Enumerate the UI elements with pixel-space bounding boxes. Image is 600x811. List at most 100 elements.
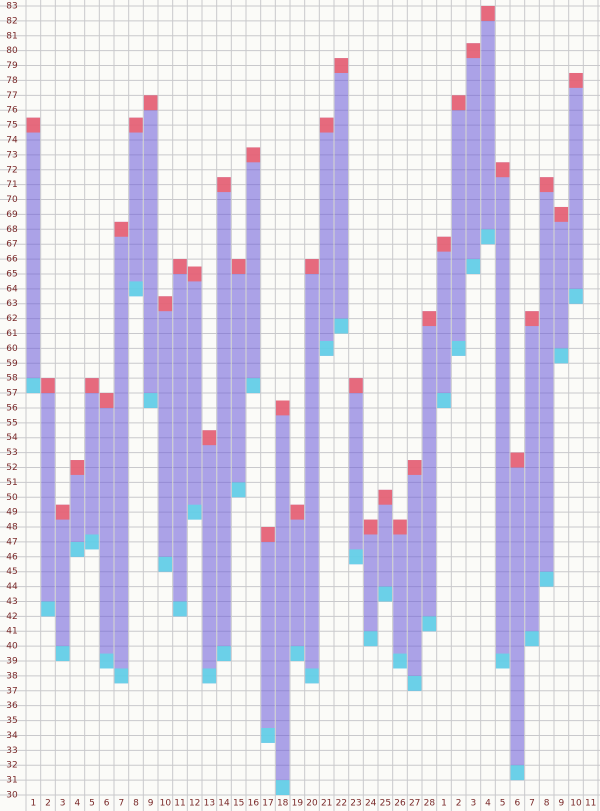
x-tick-label: 27 (409, 799, 420, 809)
y-tick-label: 40 (6, 642, 18, 652)
x-tick-label: 5 (89, 799, 95, 809)
y-tick-label: 66 (6, 255, 18, 265)
low-cap (70, 541, 85, 557)
low-cap (26, 378, 41, 394)
bar-body (305, 259, 319, 684)
y-tick-label: 63 (6, 299, 17, 309)
y-tick-label: 61 (6, 329, 17, 339)
low-cap (334, 318, 349, 334)
y-tick-label: 59 (6, 359, 18, 369)
bar-body (495, 162, 510, 669)
x-tick-label: 8 (133, 799, 139, 809)
y-tick-label: 51 (6, 478, 17, 488)
x-tick-label: 12 (189, 799, 200, 809)
low-cap (55, 646, 70, 662)
bar-body (246, 147, 261, 394)
low-cap (349, 549, 363, 565)
y-tick-label: 65 (6, 269, 17, 279)
x-tick-label: 17 (262, 799, 273, 809)
x-tick-label: 15 (233, 799, 244, 809)
x-tick-label: 8 (544, 799, 550, 809)
x-tick-label: 21 (321, 799, 332, 809)
y-tick-label: 81 (6, 31, 17, 41)
low-cap (539, 571, 554, 587)
y-tick-label: 82 (6, 16, 17, 26)
x-tick-label: 13 (204, 799, 215, 809)
low-cap (246, 378, 261, 394)
high-cap (319, 117, 334, 133)
y-tick-label: 47 (6, 537, 17, 547)
y-tick-label: 68 (6, 225, 18, 235)
low-cap (525, 631, 539, 647)
y-tick-label: 48 (6, 523, 18, 533)
high-cap (305, 259, 319, 274)
x-tick-label: 7 (529, 799, 535, 809)
low-cap (202, 668, 217, 684)
high-cap (510, 452, 525, 468)
y-tick-label: 83 (6, 2, 17, 12)
low-cap (129, 281, 143, 297)
y-tick-label: 36 (6, 701, 18, 711)
low-cap (187, 504, 202, 520)
y-tick-label: 54 (6, 433, 18, 443)
y-tick-label: 41 (6, 627, 17, 637)
high-cap (217, 177, 231, 193)
y-tick-label: 33 (6, 746, 17, 756)
y-tick-label: 70 (6, 195, 18, 205)
bar-body (393, 519, 407, 669)
low-cap (495, 653, 510, 669)
y-tick-label: 80 (6, 46, 18, 56)
y-tick-label: 32 (6, 761, 17, 771)
y-tick-label: 72 (6, 165, 17, 175)
y-tick-label: 56 (6, 403, 18, 413)
y-tick-label: 52 (6, 463, 17, 473)
low-cap (451, 340, 466, 356)
low-cap (393, 653, 407, 669)
x-tick-label: 25 (380, 799, 391, 809)
x-tick-label: 14 (218, 799, 230, 809)
y-tick-label: 73 (6, 150, 17, 160)
y-tick-label: 71 (6, 180, 17, 190)
high-cap (334, 58, 349, 73)
low-cap (275, 780, 290, 795)
high-cap (85, 378, 99, 394)
high-cap (202, 430, 217, 446)
high-cap (231, 259, 246, 274)
high-cap (114, 221, 129, 237)
bar-body (554, 206, 569, 364)
y-tick-label: 77 (6, 91, 17, 101)
low-cap (41, 601, 55, 617)
y-tick-label: 75 (6, 121, 17, 131)
bar-body (114, 221, 129, 684)
bar-body (539, 177, 554, 587)
high-cap (143, 95, 158, 111)
y-tick-label: 55 (6, 418, 17, 428)
high-cap (173, 259, 187, 274)
low-cap (261, 728, 275, 743)
bar-body (41, 378, 55, 617)
bar-body (407, 460, 422, 691)
high-cap (158, 296, 173, 312)
low-cap (554, 348, 569, 364)
x-tick-label: 28 (424, 799, 436, 809)
bar-body (437, 236, 451, 408)
y-tick-label: 45 (6, 567, 17, 577)
y-tick-label: 49 (6, 508, 18, 518)
x-tick-label: 2 (456, 799, 462, 809)
low-cap (437, 393, 451, 408)
x-tick-label: 5 (500, 799, 506, 809)
high-cap (26, 117, 41, 133)
bar-body (451, 95, 466, 356)
bar-body (129, 117, 143, 297)
y-tick-label: 60 (6, 344, 18, 354)
x-tick-label: 26 (394, 799, 406, 809)
y-tick-label: 53 (6, 448, 17, 458)
x-tick-label: 16 (248, 799, 260, 809)
y-tick-label: 62 (6, 314, 17, 324)
x-tick-label: 9 (558, 799, 564, 809)
x-tick-label: 4 (485, 799, 491, 809)
low-cap (466, 259, 481, 274)
bar-body (334, 58, 349, 334)
low-cap (290, 646, 305, 662)
